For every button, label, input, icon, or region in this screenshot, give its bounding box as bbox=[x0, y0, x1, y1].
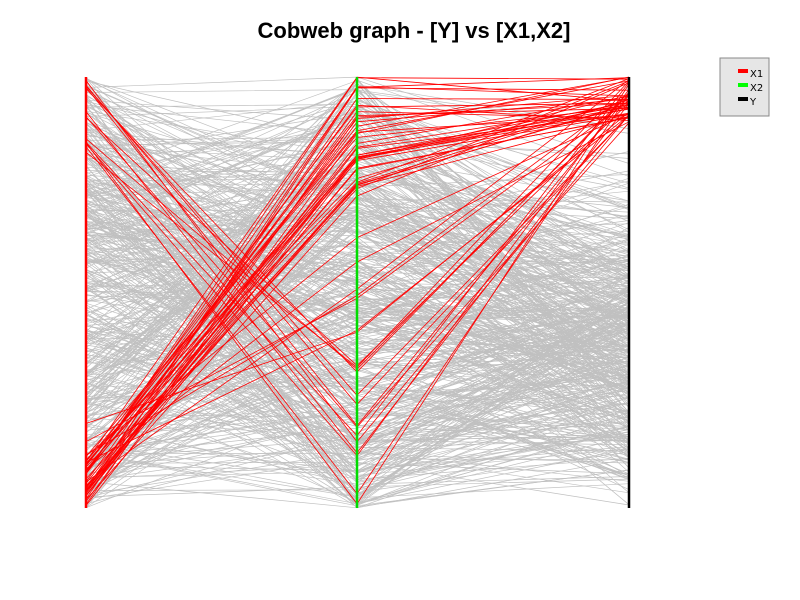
legend-label-x2: X2 bbox=[750, 83, 763, 94]
legend-swatch-x1 bbox=[738, 69, 748, 73]
axes-group bbox=[84, 77, 631, 508]
chart-title: Cobweb graph - [Y] vs [X1,X2] bbox=[258, 18, 571, 43]
legend-swatch-x2 bbox=[738, 83, 748, 87]
legend-label-y: Y bbox=[749, 97, 757, 108]
legend: X1 X2 Y bbox=[719, 57, 770, 117]
legend-label-x1: X1 bbox=[750, 69, 763, 80]
gray-lines-group bbox=[85, 76, 630, 509]
legend-swatch-y bbox=[738, 97, 748, 101]
